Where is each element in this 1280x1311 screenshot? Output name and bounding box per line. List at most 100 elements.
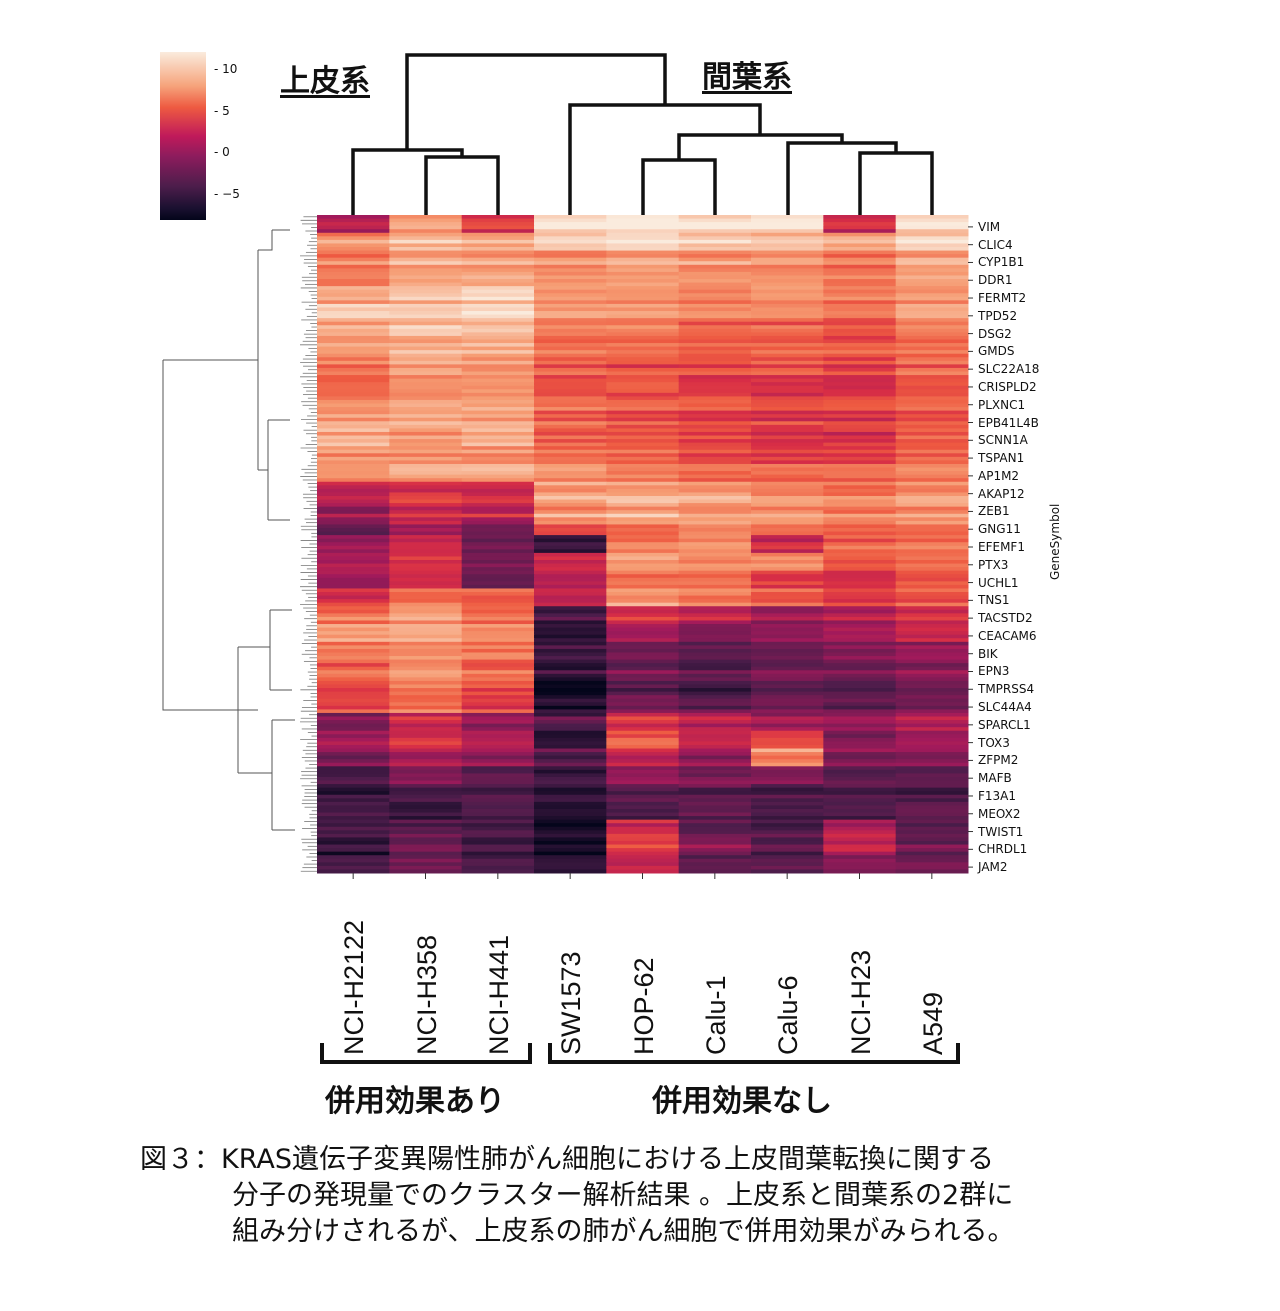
heatmap-cell [389, 865, 463, 870]
heatmap-cell [534, 634, 607, 639]
heatmap-cell [534, 791, 607, 796]
heatmap-cell [606, 776, 680, 782]
heatmap-cell [461, 471, 535, 476]
heatmap-cell [461, 588, 535, 593]
heatmap-cell [895, 549, 969, 554]
heatmap-cell [751, 762, 824, 767]
heatmap-cell [317, 773, 390, 778]
heatmap-cell [823, 503, 897, 508]
heatmap-cell [823, 762, 897, 767]
heatmap-cell [389, 851, 463, 856]
gene-label: TPD52 [978, 308, 1018, 323]
heatmap-cell [751, 798, 824, 803]
heatmap-cell [606, 474, 680, 479]
heatmap-cell [606, 488, 680, 493]
heatmap-cell [461, 325, 535, 330]
gene-label: SLC44A4 [978, 700, 1032, 715]
heatmap-cell [895, 812, 969, 817]
mesenchymal-group-title: 間葉系 [702, 60, 792, 95]
heatmap-cell [895, 830, 969, 835]
heatmap-cell [678, 808, 752, 814]
heatmap-cell [895, 848, 969, 853]
heatmap-cell [823, 773, 897, 778]
heatmap-cell [678, 407, 752, 412]
heatmap-cell [606, 485, 680, 490]
heatmap-cell [534, 577, 607, 582]
heatmap-cell [895, 332, 969, 337]
heatmap-cell [534, 414, 607, 419]
heatmap-cell [606, 492, 680, 497]
heatmap-cell [678, 225, 752, 230]
heatmap-cell [895, 648, 969, 653]
heatmap-cell [678, 734, 752, 739]
heatmap-cell [823, 346, 897, 351]
heatmap-cell [461, 382, 535, 387]
heatmap-cell [606, 805, 680, 810]
heatmap-cell [895, 563, 969, 568]
heatmap-cell [606, 609, 680, 614]
heatmap-cell [895, 574, 969, 579]
gene-label: SLC22A18 [978, 362, 1040, 377]
heatmap-cell [823, 776, 897, 782]
heatmap-cell [751, 367, 824, 372]
heatmap-cell [751, 712, 824, 718]
heatmap-cell [823, 232, 897, 237]
heatmap-cell [317, 399, 390, 405]
heatmap-cell [389, 382, 463, 387]
heatmap-cell [678, 222, 752, 227]
heatmap-cell [678, 499, 752, 504]
heatmap-cell [823, 862, 897, 867]
heatmap-cell [317, 364, 390, 369]
heatmap-cell [534, 595, 607, 600]
heatmap-cell [678, 702, 752, 707]
heatmap-cell [751, 431, 824, 437]
heatmap-cell [823, 314, 897, 319]
heatmap-cell [534, 865, 607, 870]
heatmap-cell [317, 627, 390, 632]
heatmap-cell [534, 375, 607, 380]
heatmap-cell [534, 794, 607, 799]
heatmap-cell [751, 332, 824, 337]
heatmap-cell [678, 663, 752, 668]
heatmap-cell [751, 286, 824, 291]
heatmap-cell [895, 851, 969, 856]
heatmap-cell [461, 449, 535, 454]
heatmap-cell [895, 286, 969, 291]
heatmap-cell [461, 716, 535, 721]
heatmap-cell [751, 624, 824, 629]
heatmap-cell [751, 254, 824, 259]
heatmap-cell [461, 506, 535, 511]
heatmap-cell [895, 307, 969, 312]
heatmap-cell [461, 257, 535, 262]
heatmap-cell [751, 641, 824, 646]
heatmap-cell [534, 869, 607, 874]
heatmap-cell [461, 236, 535, 241]
heatmap-cell [895, 289, 969, 294]
heatmap-cell [317, 389, 390, 394]
heatmap-cell [823, 399, 897, 405]
heatmap-cell [678, 424, 752, 429]
heatmap-cell [895, 709, 969, 714]
heatmap-cell [461, 805, 535, 810]
heatmap-cell [461, 741, 535, 746]
heatmap-cell [461, 364, 535, 369]
heatmap-cell [751, 755, 824, 760]
heatmap-cell [534, 812, 607, 817]
heatmap-cell [823, 282, 897, 287]
heatmap-cell [461, 215, 535, 220]
heatmap-cell [461, 791, 535, 796]
heatmap-cell [678, 833, 752, 838]
heatmap-cell [823, 755, 897, 760]
heatmap-cell [895, 833, 969, 838]
heatmap-cell [823, 478, 897, 483]
heatmap-cell [751, 467, 824, 472]
heatmap-cell [534, 328, 607, 333]
heatmap-cell [823, 545, 897, 550]
heatmap-cell [895, 492, 969, 497]
heatmap-cell [678, 638, 752, 643]
heatmap-cell [606, 367, 680, 372]
heatmap-cell [389, 823, 463, 828]
heatmap-cell [678, 215, 752, 220]
heatmap-cell [606, 556, 680, 561]
heatmap-cell [823, 300, 897, 305]
